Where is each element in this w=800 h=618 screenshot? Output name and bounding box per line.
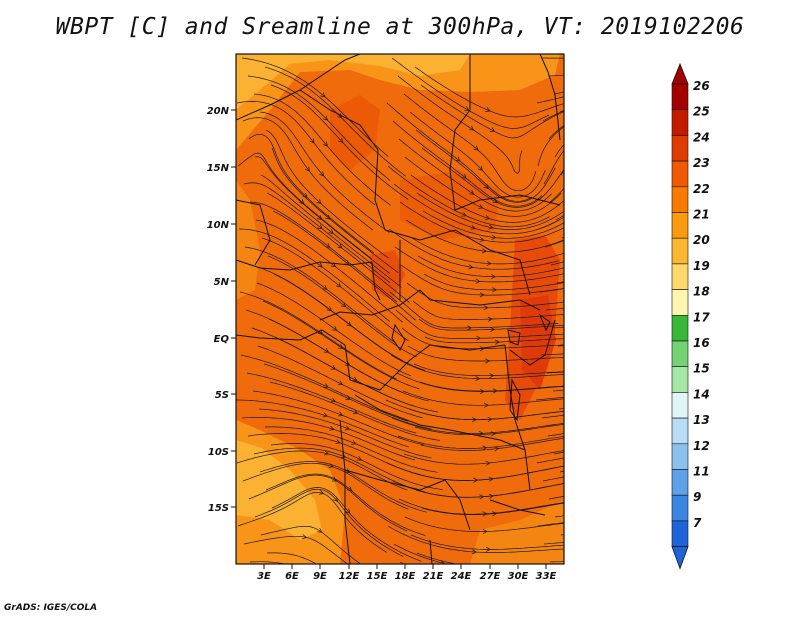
lon-label: 21E [423, 571, 444, 582]
colorbar-swatch [671, 520, 689, 547]
colorbar-label: 13 [693, 413, 710, 427]
colorbar: 26 25 24 23 22 21 20 19 18 17 16 15 14 13 12 11 9 7 [671, 62, 710, 570]
lat-label: 5N [214, 277, 230, 288]
colorbar-swatch [671, 263, 689, 290]
colorbar-label: 26 [693, 79, 710, 93]
colorbar-label: 19 [693, 259, 710, 273]
lat-label: 10N [207, 220, 230, 231]
colorbar-swatch [671, 186, 689, 213]
colorbar-swatch [671, 212, 689, 239]
colorbar-swatch [671, 109, 689, 136]
colorbar-top-arrow [671, 62, 689, 85]
colorbar-swatch [671, 135, 689, 162]
lon-label: 30E [508, 571, 529, 582]
streamlines [236, 57, 564, 564]
lat-label: 15S [208, 503, 229, 514]
lon-label: 6E [285, 571, 299, 582]
longitude-axis: 3E 6E 9E 12E 15E 18E 21E 24E 27E 30E 33E [257, 564, 557, 582]
lon-label: 9E [313, 571, 327, 582]
map-title: WBPT [C] and Sreamline at 300hPa, VT: 20… [55, 14, 745, 40]
lon-label: 24E [451, 571, 472, 582]
colorbar-swatch [671, 392, 689, 419]
latitude-axis: 20N 15N 10N 5N EQ 5S 10S 15S [207, 106, 236, 514]
colorbar-swatch [671, 160, 689, 188]
colorbar-swatch [671, 314, 689, 342]
lat-label: 5S [215, 390, 229, 401]
lat-label: 20N [207, 106, 230, 117]
colorbar-bottom-arrow [671, 546, 689, 570]
colorbar-label: 21 [693, 208, 710, 222]
lon-label: 18E [395, 571, 416, 582]
lat-label: 15N [207, 163, 230, 174]
colorbar-swatch [671, 340, 689, 368]
lon-label: 15E [367, 571, 388, 582]
lon-label: 33E [536, 571, 557, 582]
colorbar-swatch [671, 289, 689, 316]
colorbar-swatch [671, 417, 689, 445]
colorbar-label: 17 [693, 310, 710, 324]
footer-credit: GrADS: IGES/COLA [4, 603, 98, 613]
colorbar-swatch [671, 83, 689, 111]
colorbar-swatch [671, 443, 689, 470]
colorbar-label: 14 [693, 387, 710, 401]
colorbar-label: 7 [693, 516, 702, 530]
lon-label: 12E [339, 571, 360, 582]
colorbar-label: 25 [693, 105, 710, 119]
colorbar-label: 12 [693, 439, 710, 453]
colorbar-swatch [671, 237, 689, 265]
colorbar-label: 16 [693, 336, 710, 350]
lat-label: 10S [208, 447, 229, 458]
colorbar-label: 24 [693, 130, 710, 144]
colorbar-swatch [671, 366, 689, 393]
colorbar-label: 9 [693, 490, 701, 504]
lon-label: 27E [480, 571, 501, 582]
colorbar-swatch [671, 494, 689, 522]
lat-label: EQ [214, 334, 230, 345]
colorbar-label: 18 [693, 285, 710, 299]
colorbar-label: 22 [693, 182, 710, 196]
colorbar-label: 15 [693, 362, 710, 376]
colorbar-swatch [671, 469, 689, 496]
temperature-field [236, 54, 564, 564]
country-borders [236, 54, 561, 564]
colorbar-label: 20 [693, 233, 710, 247]
colorbar-label: 23 [693, 156, 710, 170]
lakes [391, 313, 551, 422]
map-frame [235, 53, 565, 565]
lon-label: 3E [257, 571, 271, 582]
colorbar-label: 11 [693, 465, 710, 479]
